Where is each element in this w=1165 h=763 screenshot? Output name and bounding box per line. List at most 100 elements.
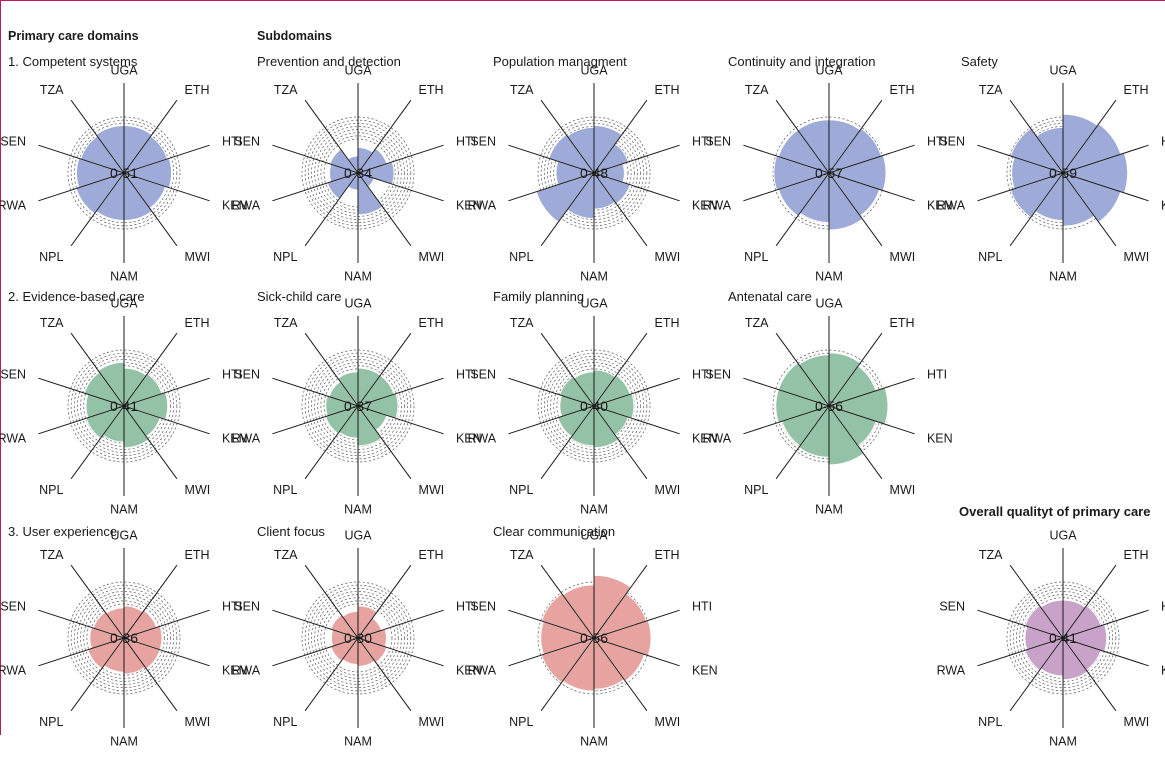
grid-ring (1016, 591, 1110, 685)
country-label-tza: TZA (40, 316, 64, 330)
spokes (977, 548, 1149, 728)
center-value: 0·30 (344, 630, 372, 646)
title-population-management: Population managment (493, 54, 627, 69)
center-value: 0·34 (344, 165, 372, 181)
spoke-npl (304, 637, 359, 712)
country-label-ken: KEN (927, 198, 953, 212)
spoke-mwi (357, 637, 412, 712)
country-label-ken: KEN (222, 431, 248, 445)
spoke-npl (70, 405, 125, 480)
spoke-mwi (1062, 637, 1117, 712)
country-label-hti: HTI (1161, 135, 1165, 149)
spoke-sen (38, 144, 125, 174)
spoke-ken (357, 637, 444, 667)
spoke-rwa (508, 637, 595, 667)
country-label-mwi: MWI (1124, 715, 1150, 729)
country-label-uga: UGA (110, 64, 138, 78)
spoke-tza (304, 99, 359, 174)
spoke-npl (70, 637, 125, 712)
country-label-mwi: MWI (1124, 250, 1150, 264)
spoke-ken (123, 405, 210, 435)
country-label-mwi: MWI (655, 715, 681, 729)
spoke-mwi (593, 637, 648, 712)
country-label-uga: UGA (815, 64, 843, 78)
title-antenatal-care: Antenatal care (728, 289, 812, 304)
spoke-tza (1009, 564, 1064, 639)
spoke-mwi (357, 405, 412, 480)
country-label-ken: KEN (456, 663, 482, 677)
spoke-eth (593, 99, 648, 174)
country-label-sen: SEN (0, 368, 26, 382)
country-label-hti: HTI (692, 600, 712, 614)
spoke-tza (70, 99, 125, 174)
wedges (324, 367, 399, 447)
country-label-nam: NAM (344, 503, 372, 517)
spoke-sen (38, 377, 125, 407)
country-label-hti: HTI (927, 135, 947, 149)
spoke-tza (304, 564, 359, 639)
spoke-hti (123, 144, 210, 174)
country-labels: ETH HTI KEN MWI NAM NPL RWA SEN TZA UGA (468, 64, 718, 284)
spoke-npl (540, 637, 595, 712)
spoke-eth (357, 332, 412, 407)
spoke-ken (828, 172, 915, 202)
country-label-sen: SEN (705, 135, 731, 149)
country-label-rwa: RWA (703, 431, 732, 445)
spoke-sen (743, 144, 830, 174)
country-label-sen: SEN (234, 600, 260, 614)
spoke-rwa (272, 637, 359, 667)
spoke-sen (272, 377, 359, 407)
spoke-hti (593, 377, 680, 407)
country-label-tza: TZA (274, 548, 298, 562)
spoke-eth (828, 332, 883, 407)
spoke-npl (304, 172, 359, 247)
spoke-rwa (508, 405, 595, 435)
spoke-npl (304, 405, 359, 480)
country-label-eth: ETH (890, 83, 915, 97)
spoke-eth (357, 99, 412, 174)
grid-ring (70, 584, 178, 692)
country-label-eth: ETH (1124, 548, 1149, 562)
center-value: 0·41 (1049, 630, 1077, 646)
radial-chart-antenatal-care: ETH HTI KEN MWI NAM NPL RWA SEN TZA UGA 0·56 (703, 297, 953, 517)
spoke-hti (828, 144, 915, 174)
country-label-sen: SEN (705, 368, 731, 382)
country-label-sen: SEN (470, 135, 496, 149)
country-label-eth: ETH (185, 316, 210, 330)
country-label-tza: TZA (40, 83, 64, 97)
country-label-rwa: RWA (0, 663, 27, 677)
country-labels: ETH HTI KEN MWI NAM NPL RWA SEN TZA UGA (703, 64, 953, 284)
country-label-tza: TZA (979, 548, 1003, 562)
country-label-sen: SEN (234, 135, 260, 149)
country-label-ken: KEN (692, 198, 718, 212)
spoke-mwi (593, 405, 648, 480)
country-label-npl: NPL (744, 250, 768, 264)
spoke-ken (593, 405, 680, 435)
country-label-tza: TZA (510, 316, 534, 330)
country-labels: ETH HTI KEN MWI NAM NPL RWA SEN TZA UGA (937, 64, 1165, 284)
country-label-nam: NAM (110, 503, 138, 517)
country-label-nam: NAM (580, 735, 608, 749)
grid-ring (301, 116, 415, 230)
grid-ring (537, 349, 651, 463)
spoke-ken (828, 405, 915, 435)
spokes (272, 316, 444, 496)
spokes (743, 83, 915, 263)
radial-chart-family-planning: ETH HTI KEN MWI NAM NPL RWA SEN TZA UGA 0·40 (468, 297, 718, 517)
radial-chart-sick-child-care: ETH HTI KEN MWI NAM NPL RWA SEN TZA UGA 0·37 (232, 297, 482, 517)
country-label-mwi: MWI (185, 715, 211, 729)
radial-chart-evidence-based-care: ETH HTI KEN MWI NAM NPL RWA SEN TZA UGA 0·41 (0, 297, 248, 517)
country-label-eth: ETH (419, 548, 444, 562)
spoke-rwa (508, 172, 595, 202)
grid-ring (304, 584, 412, 692)
spoke-sen (272, 144, 359, 174)
country-label-uga: UGA (1049, 64, 1077, 78)
country-label-tza: TZA (274, 83, 298, 97)
country-label-npl: NPL (39, 483, 63, 497)
grid-ring (304, 119, 412, 227)
spoke-hti (123, 377, 210, 407)
country-labels: ETH HTI KEN MWI NAM NPL RWA SEN TZA UGA (232, 64, 482, 284)
country-label-sen: SEN (0, 600, 26, 614)
spoke-hti (828, 377, 915, 407)
title-sick-child-care: Sick-child care (257, 289, 342, 304)
